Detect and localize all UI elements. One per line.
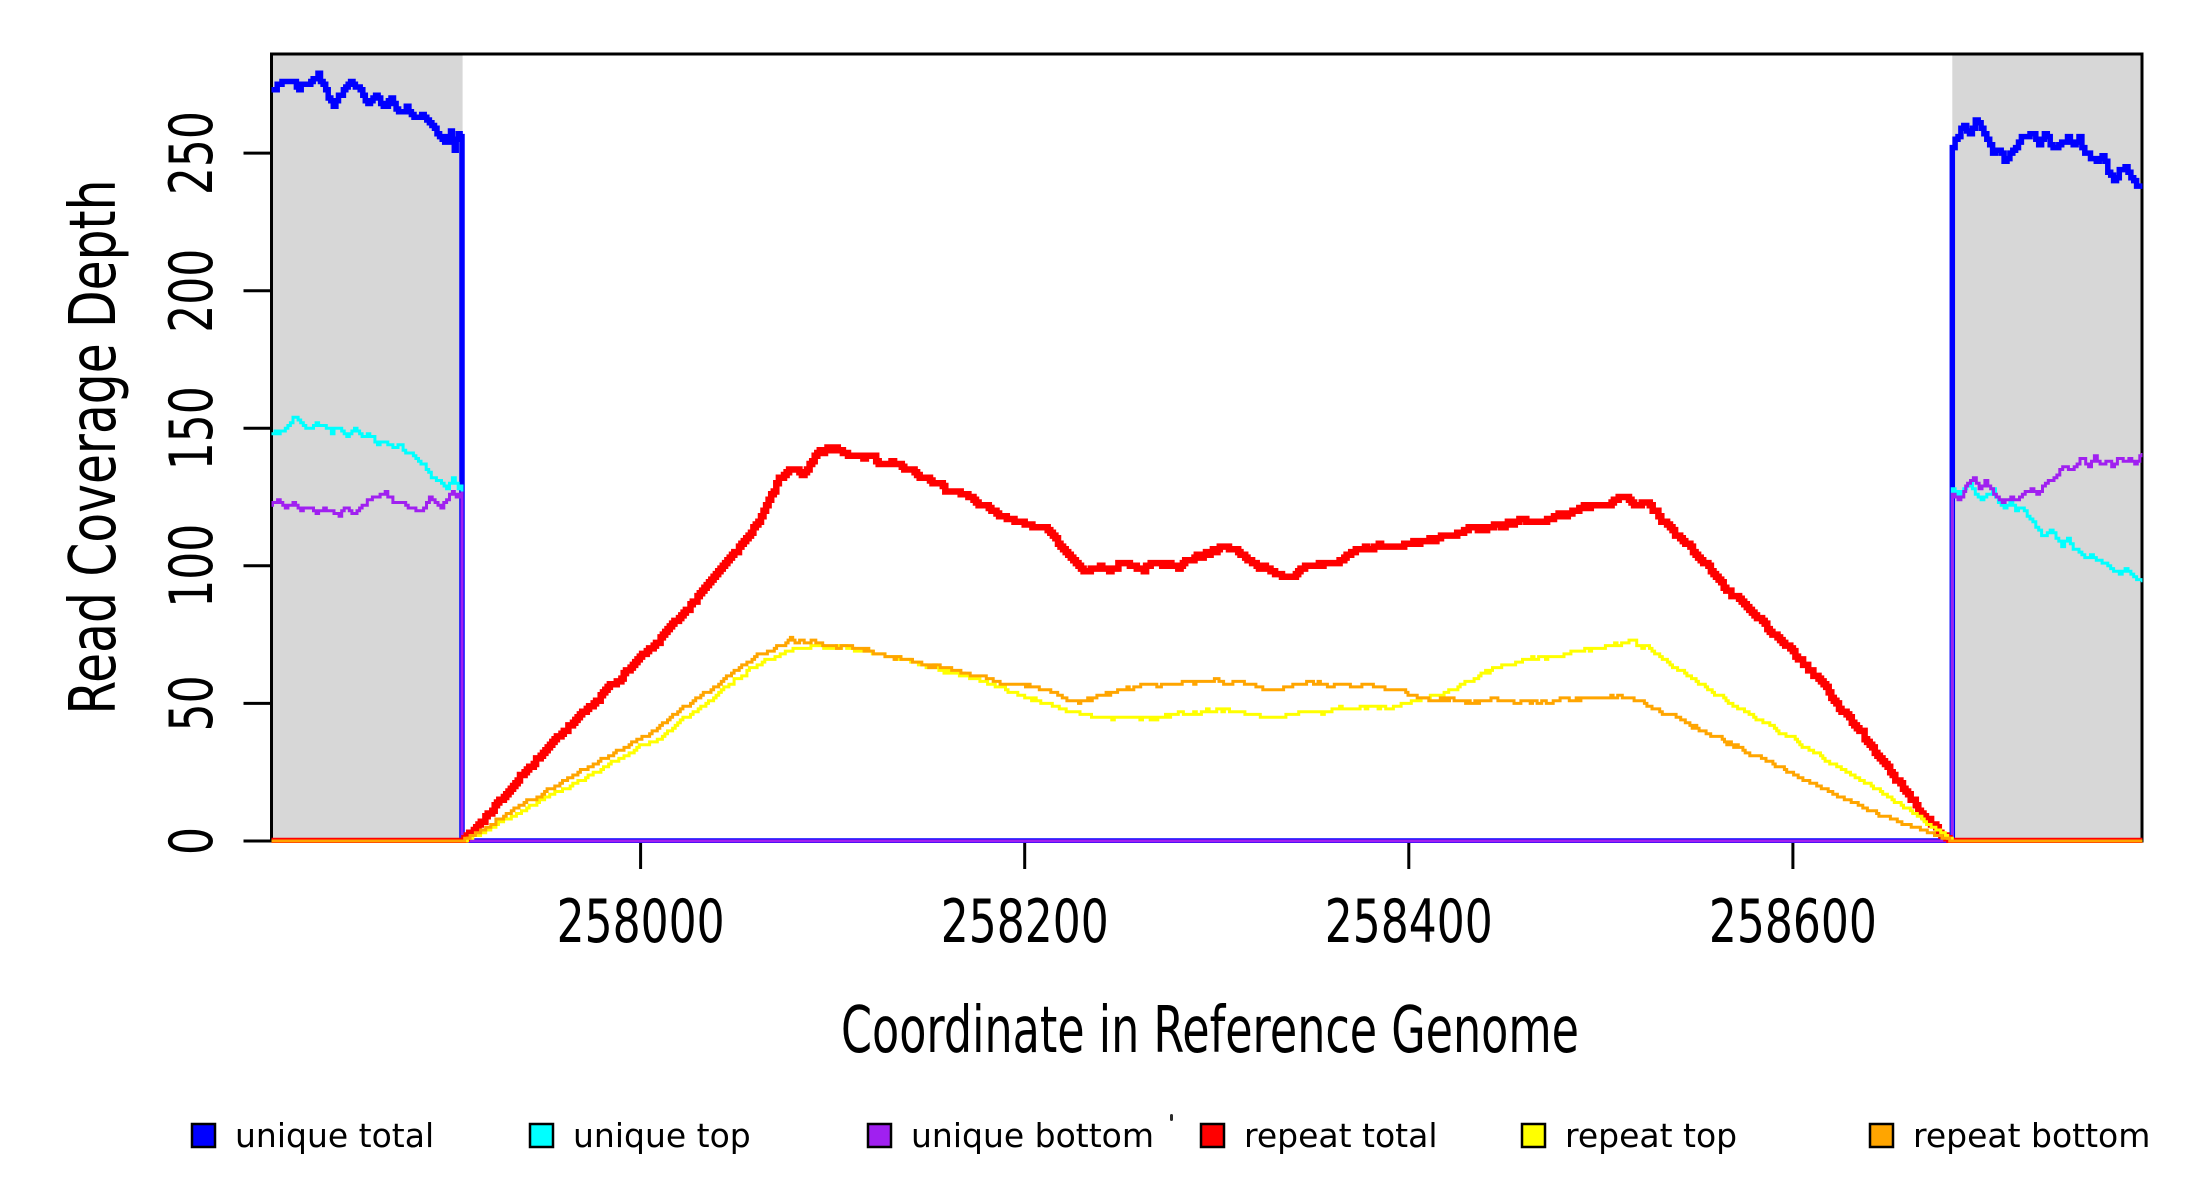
- y-tick-label: 200: [157, 249, 227, 333]
- legend-item-unique-bottom: unique bottom: [866, 1116, 1154, 1155]
- y-tick-label: 250: [157, 111, 227, 195]
- legend-swatch-unique-total-icon: [190, 1122, 217, 1149]
- shaded-region-right: [1952, 54, 2142, 841]
- legend-swatch-repeat-bottom-icon: [1868, 1122, 1895, 1149]
- y-axis: 0 50 100 150 200 250: [157, 111, 272, 855]
- shaded-regions: [271, 54, 2142, 841]
- series-line-unique-bottom: [271, 453, 2143, 843]
- series-lines: [271, 70, 2143, 843]
- y-tick-label: 0: [157, 827, 227, 855]
- x-tick-label: 258000: [557, 887, 725, 957]
- legend-label-repeat-top: repeat top: [1565, 1116, 1737, 1155]
- x-tick-label: 258400: [1325, 887, 1493, 957]
- legend-label-repeat-total: repeat total: [1244, 1116, 1438, 1155]
- legend-swatch-unique-bottom-icon: [866, 1122, 893, 1149]
- legend-item-unique-total: unique total: [190, 1116, 434, 1155]
- x-tick-label: 258200: [941, 887, 1109, 957]
- legend-label-unique-top: unique top: [573, 1116, 751, 1155]
- x-axis: 258000 258200 258400 258600: [557, 841, 1877, 957]
- legend-item-repeat-bottom: repeat bottom: [1868, 1116, 2150, 1155]
- series-line-repeat-total: [271, 444, 2143, 843]
- x-tick-label: 258600: [1709, 887, 1877, 957]
- stray-mark: [1170, 1114, 1173, 1121]
- y-tick-label: 100: [157, 524, 227, 608]
- legend-label-repeat-bottom: repeat bottom: [1913, 1116, 2150, 1155]
- y-axis-title: Read Coverage Depth: [57, 180, 131, 715]
- y-tick-label: 150: [157, 386, 227, 470]
- series-line-repeat-top: [271, 638, 2143, 843]
- legend-item-repeat-total: repeat total: [1199, 1116, 1438, 1155]
- shaded-region-left: [271, 54, 463, 841]
- legend-item-repeat-top: repeat top: [1520, 1116, 1737, 1155]
- y-tick-label: 50: [157, 675, 227, 731]
- legend-swatch-repeat-top-icon: [1520, 1122, 1547, 1149]
- legend-item-unique-top: unique top: [528, 1116, 751, 1155]
- legend-swatch-repeat-total-icon: [1199, 1122, 1226, 1149]
- x-axis-title: Coordinate in Reference Genome: [841, 994, 1579, 1068]
- legend-swatch-unique-top-icon: [528, 1122, 555, 1149]
- series-line-repeat-bottom: [271, 635, 2143, 843]
- legend-label-unique-total: unique total: [235, 1116, 434, 1155]
- legend-label-unique-bottom: unique bottom: [911, 1116, 1154, 1155]
- legend: unique total unique top unique bottom repea…: [190, 1116, 2150, 1155]
